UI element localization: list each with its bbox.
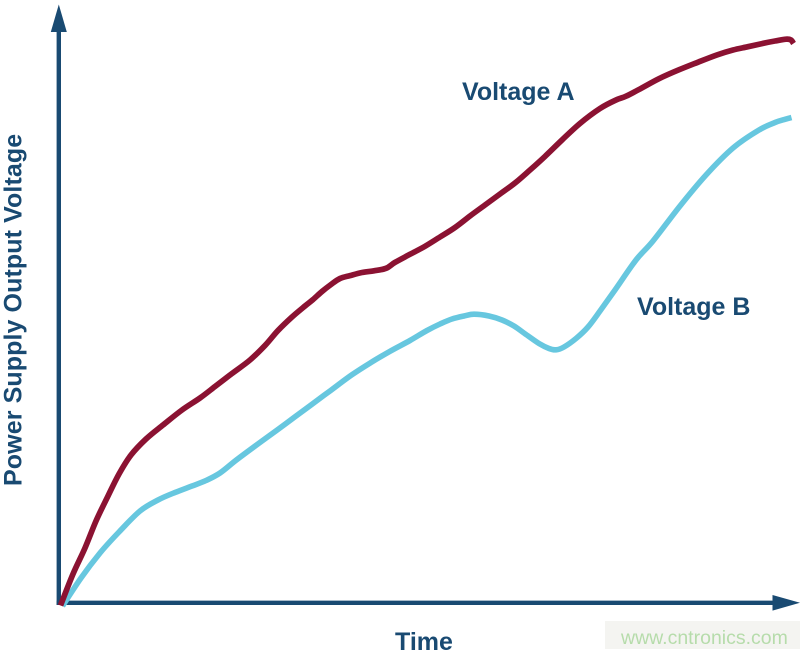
svg-text:www.cntronics.com: www.cntronics.com: [620, 627, 788, 649]
svg-text:Time: Time: [395, 628, 453, 653]
svg-text:Voltage B: Voltage B: [637, 293, 750, 321]
svg-text:Voltage A: Voltage A: [462, 78, 575, 106]
svg-text:Power Supply Output Voltage: Power Supply Output Voltage: [0, 134, 28, 486]
